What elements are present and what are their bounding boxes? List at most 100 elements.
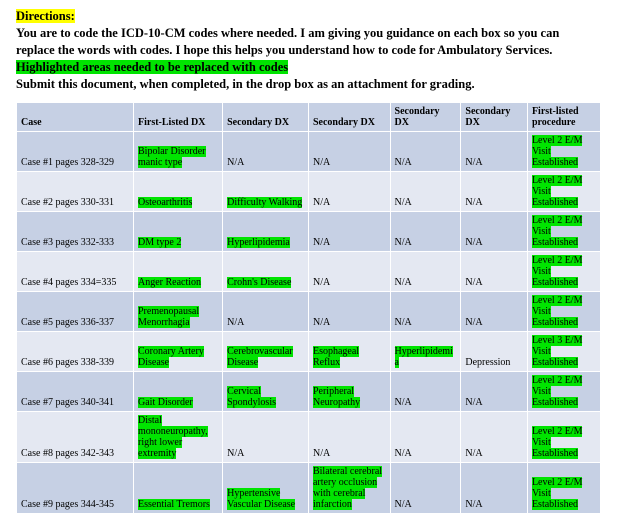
cell-dx1-highlight: Coronary Artery Disease xyxy=(138,346,204,368)
cell-dx1: Gait Disorder xyxy=(134,372,223,412)
cell-proc: Level 2 E/M Visit Established xyxy=(527,252,600,292)
cell-dx2: N/A xyxy=(223,412,309,463)
cell-dx5: N/A xyxy=(461,372,528,412)
cell-proc: Level 2 E/M Visit Established xyxy=(527,172,600,212)
cell-proc: Level 2 E/M Visit Established xyxy=(527,372,600,412)
cell-case: Case #6 pages 338-339 xyxy=(17,332,134,372)
cell-dx3: N/A xyxy=(308,172,390,212)
cell-dx4: Hyperlipidemia xyxy=(390,332,461,372)
cell-dx3: N/A xyxy=(308,132,390,172)
table-row: Case #4 pages 334=335 Anger Reaction Crohn… xyxy=(17,252,601,292)
cell-dx5: N/A xyxy=(461,132,528,172)
col-header-dx5: Secondary DX xyxy=(461,103,528,132)
cell-dx5: Depression xyxy=(461,332,528,372)
cell-dx2-highlight: Hyperlipidemia xyxy=(227,237,290,248)
table-row: Case #6 pages 338-339Coronary Artery Dis… xyxy=(17,332,601,372)
cell-proc-highlight: Level 3 E/M Visit Established xyxy=(532,335,583,368)
cell-dx5: N/A xyxy=(461,172,528,212)
cell-dx2: N/A xyxy=(223,132,309,172)
cell-dx3: Bilateral cerebral artery occlusion with… xyxy=(308,463,390,514)
cell-dx3-highlight: Bilateral cerebral artery occlusion with… xyxy=(313,466,382,510)
table-row: Case #5 pages 336-337Premenopausal Menor… xyxy=(17,292,601,332)
col-header-proc: First-listed procedure xyxy=(527,103,600,132)
cell-dx3: N/A xyxy=(308,292,390,332)
cell-dx1-highlight: Osteoarthritis xyxy=(138,197,192,208)
directions-block: Directions: You are to code the ICD-10-C… xyxy=(16,8,601,92)
cell-dx2-highlight: Crohn's Disease xyxy=(227,277,291,288)
directions-line-2: replace the words with codes. I hope thi… xyxy=(16,43,552,57)
cell-proc-highlight: Level 2 E/M Visit Established xyxy=(532,175,583,208)
cell-dx1: Premenopausal Menorrhagia xyxy=(134,292,223,332)
cell-dx3: Esophageal Reflux xyxy=(308,332,390,372)
cell-dx1: DM type 2 xyxy=(134,212,223,252)
cell-proc: Level 2 E/M Visit Established xyxy=(527,212,600,252)
cell-dx4: N/A xyxy=(390,412,461,463)
table-row: Case #7 pages 340-341Gait DisorderCervic… xyxy=(17,372,601,412)
cell-dx2: Hypertensive Vascular Disease xyxy=(223,463,309,514)
cell-dx3: N/A xyxy=(308,412,390,463)
cell-dx4: N/A xyxy=(390,292,461,332)
cell-case: Case #3 pages 332-333 xyxy=(17,212,134,252)
cell-dx2-highlight: Hypertensive Vascular Disease xyxy=(227,488,295,510)
cell-case: Case #9 pages 344-345 xyxy=(17,463,134,514)
table-header-row: Case First-Listed DX Secondary DX Second… xyxy=(17,103,601,132)
cell-proc-highlight: Level 2 E/M Visit Established xyxy=(532,255,583,288)
cell-dx2: Cerebrovascular Disease xyxy=(223,332,309,372)
cell-dx3: N/A xyxy=(308,252,390,292)
cell-dx2: Difficulty Walking xyxy=(223,172,309,212)
cell-proc-highlight: Level 2 E/M Visit Established xyxy=(532,477,583,510)
cell-proc-highlight: Level 2 E/M Visit Established xyxy=(532,135,583,168)
cell-dx2-highlight: Cerebrovascular Disease xyxy=(227,346,293,368)
directions-line-3: Submit this document, when completed, in… xyxy=(16,77,475,91)
cell-dx4: N/A xyxy=(390,252,461,292)
cell-proc-highlight: Level 2 E/M Visit Established xyxy=(532,426,583,459)
cell-dx1-highlight: DM type 2 xyxy=(138,237,181,248)
cell-dx1-highlight: Gait Disorder xyxy=(138,397,193,408)
table-row: Case #9 pages 344-345 Essential Tremors Hy… xyxy=(17,463,601,514)
cell-case: Case #4 pages 334=335 xyxy=(17,252,134,292)
cell-dx1: Bipolar Disorder manic type xyxy=(134,132,223,172)
cell-proc: Level 3 E/M Visit Established xyxy=(527,332,600,372)
cell-dx1: Anger Reaction xyxy=(134,252,223,292)
col-header-case: Case xyxy=(17,103,134,132)
cell-dx3: Peripheral Neuropathy xyxy=(308,372,390,412)
cell-dx4: N/A xyxy=(390,212,461,252)
col-header-dx3: Secondary DX xyxy=(308,103,390,132)
cell-dx1: Coronary Artery Disease xyxy=(134,332,223,372)
table-row: Case #8 pages 342-343Distal mononeuropat… xyxy=(17,412,601,463)
cell-case: Case #1 pages 328-329 xyxy=(17,132,134,172)
cell-dx1: Osteoarthritis xyxy=(134,172,223,212)
cell-dx1-highlight: Essential Tremors xyxy=(138,499,210,510)
page: Directions: You are to code the ICD-10-C… xyxy=(0,0,617,524)
table-row: Case #2 pages 330-331 Osteoarthritis Diffi… xyxy=(17,172,601,212)
directions-label: Directions: xyxy=(16,9,75,23)
table-row: Case #3 pages 332-333 DM type 2 Hyperlipid… xyxy=(17,212,601,252)
table-row: Case #1 pages 328-329Bipolar Disorder ma… xyxy=(17,132,601,172)
cell-dx2-highlight: Difficulty Walking xyxy=(227,197,302,208)
cell-proc: Level 2 E/M Visit Established xyxy=(527,132,600,172)
cell-dx2: Hyperlipidemia xyxy=(223,212,309,252)
cell-dx3-highlight: Peripheral Neuropathy xyxy=(313,386,360,408)
directions-line-1: You are to code the ICD-10-CM codes wher… xyxy=(16,26,559,40)
cell-dx4: N/A xyxy=(390,372,461,412)
cell-proc-highlight: Level 2 E/M Visit Established xyxy=(532,295,583,328)
cell-proc-highlight: Level 2 E/M Visit Established xyxy=(532,375,583,408)
cell-proc: Level 2 E/M Visit Established xyxy=(527,292,600,332)
cell-dx5: N/A xyxy=(461,212,528,252)
cell-dx4: N/A xyxy=(390,172,461,212)
cell-dx1: Essential Tremors xyxy=(134,463,223,514)
cell-case: Case #2 pages 330-331 xyxy=(17,172,134,212)
cell-proc: Level 2 E/M Visit Established xyxy=(527,463,600,514)
cell-proc-highlight: Level 2 E/M Visit Established xyxy=(532,215,583,248)
cell-dx2: Cervical Spondylosis xyxy=(223,372,309,412)
cell-dx1-highlight: Anger Reaction xyxy=(138,277,201,288)
col-header-dx1: First-Listed DX xyxy=(134,103,223,132)
cell-dx2: Crohn's Disease xyxy=(223,252,309,292)
cell-dx5: N/A xyxy=(461,252,528,292)
cell-dx5: N/A xyxy=(461,412,528,463)
cell-dx3: N/A xyxy=(308,212,390,252)
cell-dx1-highlight: Premenopausal Menorrhagia xyxy=(138,306,199,328)
cell-dx1: Distal mononeuropathy, right lower extre… xyxy=(134,412,223,463)
coding-table: Case First-Listed DX Secondary DX Second… xyxy=(16,102,601,514)
cell-dx4: N/A xyxy=(390,132,461,172)
